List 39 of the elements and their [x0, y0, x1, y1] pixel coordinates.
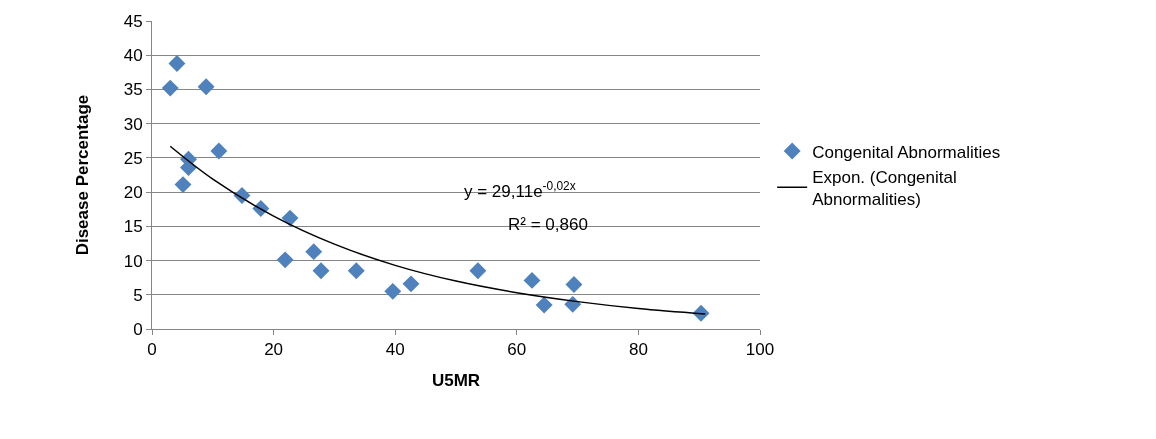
x-tick-label: 0	[147, 340, 157, 360]
point	[523, 271, 541, 289]
y-tick-label: 15	[123, 217, 143, 237]
y-tick-label: 25	[123, 148, 143, 168]
x-tick-label: 100	[745, 340, 775, 360]
y-tick-label: 30	[123, 114, 143, 134]
x-tick-label: 60	[507, 340, 527, 360]
point	[384, 282, 402, 300]
y-axis-title: Disease Percentage	[73, 94, 93, 256]
legend-label: Expon. (Congenital Abnormalities)	[812, 167, 957, 209]
point	[312, 262, 330, 280]
x-tick-label: 20	[264, 340, 284, 360]
point	[168, 54, 186, 72]
y-tick-label: 35	[123, 80, 143, 100]
point	[565, 276, 583, 293]
point	[197, 78, 215, 96]
y-tick-label: 40	[123, 46, 143, 66]
annotation: R² = 0,860	[508, 215, 588, 234]
annotation: y = 29,11e$^{-0,02x}$	[464, 179, 576, 202]
x-tick-label: 40	[385, 340, 405, 360]
legend-label: Congenital Abnormalities	[812, 142, 1001, 162]
point	[305, 243, 323, 261]
point	[174, 176, 192, 194]
point	[161, 79, 179, 97]
y-tick-label: 0	[133, 319, 143, 339]
x-axis-title: U5MR	[431, 370, 481, 390]
point	[347, 262, 365, 280]
point	[281, 209, 299, 227]
point	[402, 275, 420, 293]
point	[210, 142, 228, 160]
point	[564, 295, 582, 313]
y-tick-label: 5	[133, 285, 143, 305]
point	[276, 251, 294, 269]
point	[535, 296, 553, 314]
y-tick-label: 10	[123, 251, 143, 271]
y-tick-label: 45	[123, 11, 143, 31]
x-tick-label: 80	[628, 340, 648, 360]
y-tick-label: 20	[123, 183, 143, 203]
point	[469, 262, 487, 280]
